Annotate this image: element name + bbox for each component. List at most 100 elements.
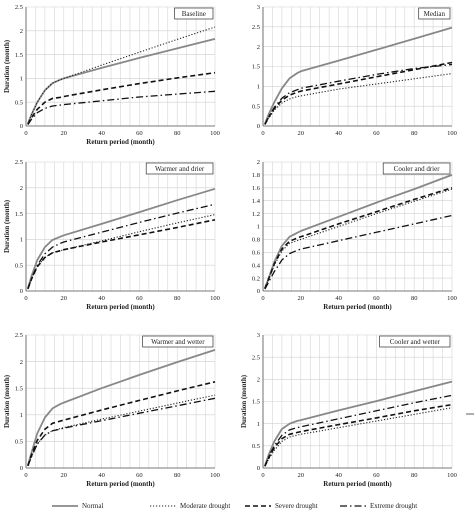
y-tick-label: 0 (20, 465, 23, 472)
x-tick-label: 100 (210, 472, 220, 479)
x-tick-label: 100 (447, 295, 457, 302)
y-tick-label: 2 (20, 359, 23, 366)
series-line-moderate-drought (27, 26, 216, 124)
y-tick-label: 0 (257, 123, 260, 130)
y-tick-label: 2 (20, 28, 23, 35)
chart-panel-3: 0 20 40 60 80 100 0 0.2 0.4 0.6 0.8 1 1.2 1.4 1.6 1.8 2 R… (252, 159, 457, 311)
series-line-moderate-drought (27, 214, 216, 290)
legend-label: Normal (82, 502, 103, 510)
y-tick-label: 0.5 (252, 443, 260, 450)
x-tick-label: 80 (174, 472, 181, 479)
chart-title-box (142, 335, 214, 348)
x-tick-label: 80 (174, 295, 181, 302)
x-tick-label: 60 (373, 130, 380, 137)
y-tick-label: 2.5 (15, 332, 23, 339)
chart-panel-1: 0 20 40 60 80 100 0 0.5 1 1.5 2 2.5 3 Median (252, 4, 457, 137)
x-tick-label: 0 (261, 130, 264, 137)
x-tick-label: 100 (447, 472, 457, 479)
chart-title: Cooler and wetter (390, 338, 441, 346)
x-tick-label: 60 (373, 472, 380, 479)
chart-title: Cooler and drier (394, 165, 441, 173)
x-tick-label: 20 (298, 130, 305, 137)
y-tick-label: 0.5 (15, 262, 23, 269)
x-tick-label: 0 (24, 130, 27, 137)
y-tick-label: 1.5 (252, 399, 260, 406)
series-line-normal (27, 187, 216, 289)
x-tick-label: 20 (61, 130, 68, 137)
x-tick-label: 60 (136, 295, 143, 302)
x-tick-label: 60 (373, 295, 380, 302)
chart-panel-4: 0 20 40 60 80 100 0 0.5 1 1.5 2 2.5 Return period (m… (3, 332, 220, 488)
y-axis-label: Duration (month) (3, 39, 11, 93)
y-tick-label: 1.4 (252, 198, 261, 205)
y-tick-label: 2 (20, 185, 23, 192)
x-tick-label: 40 (98, 472, 105, 479)
y-tick-label: 0.5 (252, 103, 260, 110)
y-tick-label: 1 (20, 76, 23, 83)
chart-title: Warmer and wetter (151, 338, 205, 346)
y-tick-label: 2 (257, 44, 260, 51)
y-tick-label: 1 (20, 237, 23, 244)
y-tick-label: 0.5 (15, 99, 23, 106)
chart-panel-5: 0 20 40 60 80 100 0 0.5 1 1.5 2 2.5 3 Return period (… (240, 332, 457, 488)
legend-label: Extreme drought (370, 502, 417, 510)
series-line-extreme-drought (27, 203, 216, 290)
chart-panel-0: 0 20 40 60 80 100 0 0.5 1 1.5 2 2.5 Return period (m… (3, 4, 220, 146)
series-line-extreme-drought (27, 90, 216, 125)
x-tick-label: 80 (411, 295, 418, 302)
x-tick-label: 0 (261, 295, 264, 302)
series-line-moderate-drought (27, 394, 216, 467)
x-tick-label: 40 (335, 130, 342, 137)
y-tick-label: 0 (257, 465, 260, 472)
series-line-normal (27, 349, 216, 466)
y-tick-label: 3 (257, 4, 260, 11)
x-tick-label: 20 (298, 472, 305, 479)
x-tick-label: 0 (261, 472, 264, 479)
x-tick-label: 80 (411, 472, 418, 479)
series-line-severe-drought (264, 61, 453, 125)
legend-label: Moderate drought (180, 502, 230, 510)
x-tick-label: 20 (298, 295, 305, 302)
x-tick-label: 100 (447, 130, 457, 137)
y-tick-label: 1.5 (15, 211, 23, 218)
x-axis-label: Return period (month) (86, 303, 155, 311)
y-axis-label: Duration (month) (240, 374, 248, 428)
y-axis-label: Duration (month) (3, 199, 11, 253)
x-tick-label: 100 (210, 130, 220, 137)
y-tick-label: 1.5 (252, 64, 260, 71)
chart-title-box (418, 7, 451, 20)
x-axis-label: Return period (month) (86, 480, 155, 488)
y-tick-label: 2 (257, 377, 260, 384)
y-tick-label: 0 (20, 288, 23, 295)
x-tick-label: 0 (24, 472, 27, 479)
y-tick-label: 0.6 (252, 250, 261, 257)
x-tick-label: 40 (98, 130, 105, 137)
y-tick-label: 3 (257, 332, 260, 339)
x-tick-label: 40 (335, 295, 342, 302)
x-axis-label: Return period (month) (323, 303, 392, 311)
chart-title: Median (424, 10, 446, 18)
series-line-severe-drought (27, 381, 216, 467)
legend: Normal Moderate drought Severe drought Extr… (52, 502, 417, 510)
x-tick-label: 80 (411, 130, 418, 137)
x-tick-label: 0 (24, 295, 27, 302)
series-line-moderate-drought (264, 407, 453, 467)
chart-title-box (379, 335, 451, 348)
x-tick-label: 40 (335, 472, 342, 479)
y-tick-label: 2.5 (15, 4, 23, 11)
y-tick-label: 1.6 (252, 185, 261, 192)
legend-label: Severe drought (275, 502, 318, 510)
x-tick-label: 20 (61, 295, 68, 302)
y-tick-label: 1 (20, 412, 23, 419)
series-line-extreme-drought (264, 214, 453, 290)
y-tick-label: 1.2 (252, 211, 260, 218)
x-tick-label: 80 (174, 130, 181, 137)
y-tick-label: 1.5 (15, 52, 23, 59)
y-tick-label: 0 (257, 288, 260, 295)
y-tick-label: 1.8 (252, 172, 260, 179)
series-line-normal (264, 174, 453, 289)
series-line-normal (264, 26, 453, 125)
series-line-extreme-drought (264, 394, 453, 467)
series-line-moderate-drought (264, 188, 453, 289)
